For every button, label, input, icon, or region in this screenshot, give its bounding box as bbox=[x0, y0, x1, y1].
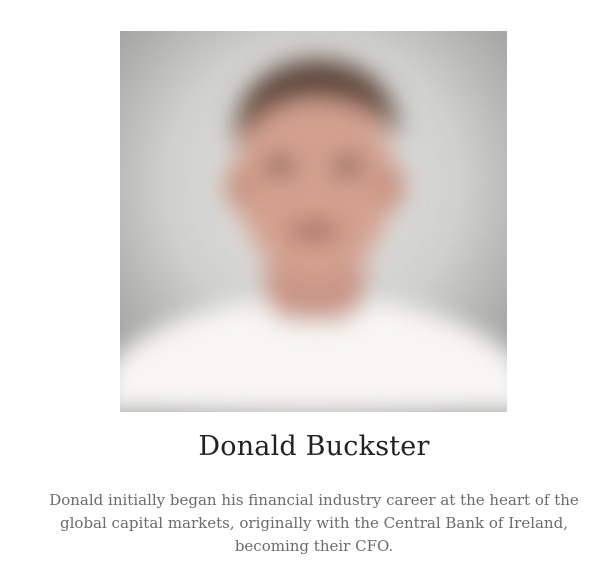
person-name: Donald Buckster bbox=[198, 431, 430, 462]
person-bio: Donald initially began his financial ind… bbox=[49, 491, 579, 555]
profile-photo bbox=[120, 31, 507, 412]
portrait-photo-icon bbox=[120, 31, 507, 412]
